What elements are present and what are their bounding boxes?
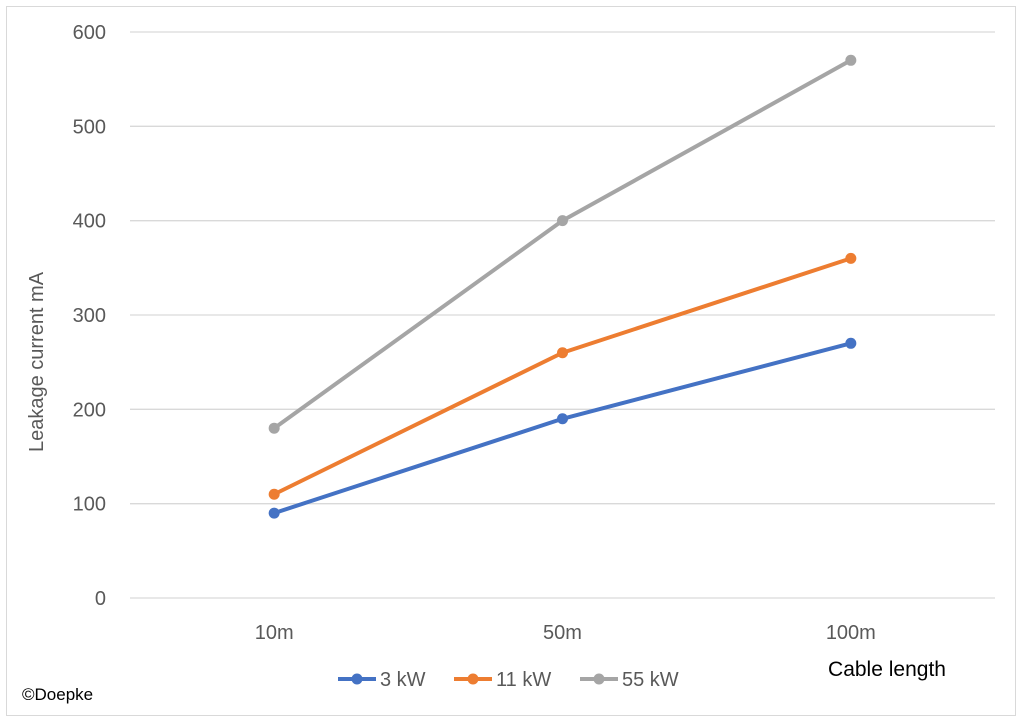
chart-frame bbox=[6, 6, 1016, 716]
series-group bbox=[268, 54, 857, 519]
y-tick-label: 0 bbox=[95, 588, 106, 610]
x-axis-title: Cable length bbox=[828, 658, 946, 681]
data-point bbox=[268, 488, 280, 500]
data-point bbox=[557, 215, 568, 227]
gridlines bbox=[130, 31, 995, 599]
series-line-2 bbox=[272, 256, 853, 497]
data-point bbox=[268, 507, 280, 519]
series-line-3 bbox=[272, 58, 853, 431]
y-tick-label: 200 bbox=[73, 399, 106, 421]
data-point bbox=[845, 252, 857, 264]
x-tick-label: 10m bbox=[255, 622, 294, 644]
legend-label-1: 3 kW bbox=[380, 669, 426, 691]
y-axis-title: Leakage current mA bbox=[26, 271, 48, 452]
x-axis-ticks: 10m 50m 100m bbox=[255, 622, 876, 644]
data-point bbox=[268, 422, 280, 434]
y-tick-label: 100 bbox=[73, 494, 106, 516]
legend: 3 kW 11 kW 55 kW bbox=[338, 669, 679, 691]
data-point bbox=[557, 347, 568, 359]
y-tick-label: 300 bbox=[73, 305, 106, 327]
copyright-notice: ©Doepke bbox=[22, 685, 93, 704]
data-point bbox=[845, 337, 857, 349]
y-tick-label: 400 bbox=[73, 211, 106, 233]
x-tick-label: 50m bbox=[543, 622, 582, 644]
y-tick-label: 600 bbox=[73, 22, 106, 44]
legend-label-2: 11 kW bbox=[496, 669, 551, 691]
legend-marker-1 bbox=[351, 673, 363, 685]
series-line-1 bbox=[272, 341, 853, 516]
data-point bbox=[845, 54, 857, 66]
y-tick-label: 500 bbox=[73, 116, 106, 138]
legend-marker-2 bbox=[467, 673, 479, 685]
legend-label-3: 55 kW bbox=[622, 669, 679, 691]
x-tick-label: 100m bbox=[826, 622, 876, 644]
y-axis-ticks: 0 100 200 300 400 500 600 bbox=[73, 22, 106, 610]
data-point bbox=[557, 413, 568, 425]
legend-marker-3 bbox=[593, 673, 605, 685]
